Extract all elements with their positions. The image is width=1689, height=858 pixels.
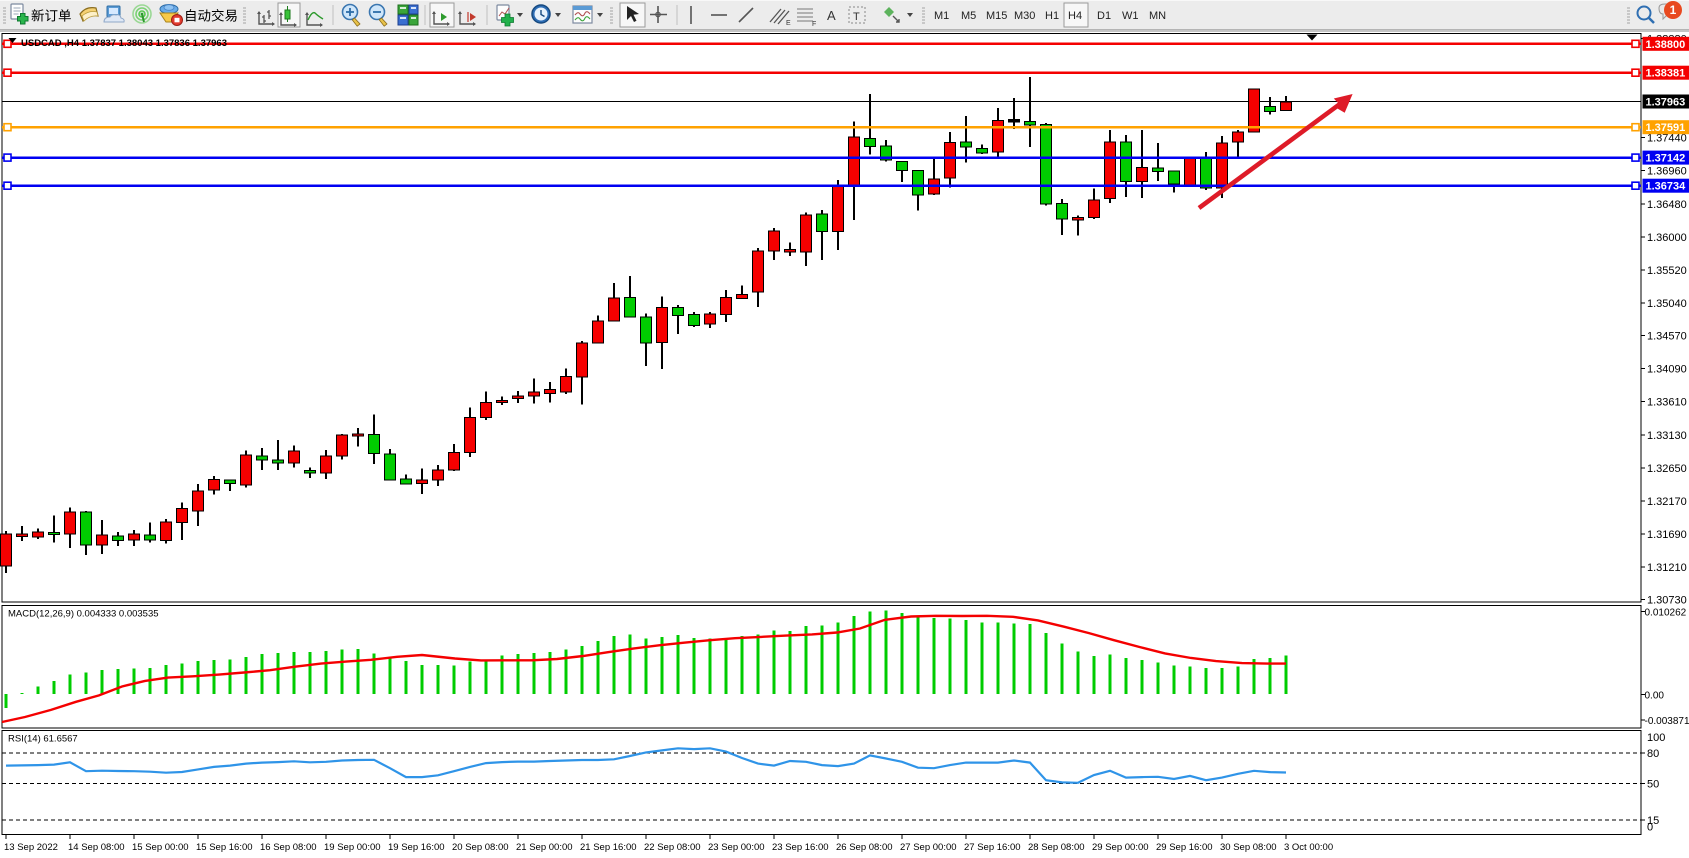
- svg-text:1.34570: 1.34570: [1647, 331, 1687, 343]
- svg-text:RSI(14) 61.6567: RSI(14) 61.6567: [8, 734, 78, 745]
- svg-text:1.37963: 1.37963: [1646, 97, 1686, 109]
- svg-text:1.31690: 1.31690: [1647, 529, 1687, 541]
- svg-text:MACD(12,26,9) 0.004333 0.00353: MACD(12,26,9) 0.004333 0.003535: [8, 609, 159, 620]
- svg-text:0: 0: [1647, 822, 1653, 834]
- svg-text:1.33130: 1.33130: [1647, 430, 1687, 442]
- svg-text:15 Sep 16:00: 15 Sep 16:00: [196, 842, 253, 853]
- svg-text:1.33610: 1.33610: [1647, 397, 1687, 409]
- svg-text:23 Sep 00:00: 23 Sep 00:00: [708, 842, 765, 853]
- svg-text:13 Sep 2022: 13 Sep 2022: [4, 842, 58, 853]
- svg-text:26 Sep 08:00: 26 Sep 08:00: [836, 842, 893, 853]
- svg-text:1.38381: 1.38381: [1646, 68, 1686, 80]
- svg-text:D1: D1: [1097, 10, 1111, 22]
- svg-text:15 Sep 00:00: 15 Sep 00:00: [132, 842, 189, 853]
- svg-text:T: T: [853, 11, 860, 23]
- svg-text:H1: H1: [1045, 10, 1059, 22]
- svg-text:27 Sep 00:00: 27 Sep 00:00: [900, 842, 957, 853]
- svg-text:H4: H4: [1068, 10, 1082, 22]
- svg-text:1.31210: 1.31210: [1647, 562, 1687, 574]
- svg-text:1.37142: 1.37142: [1646, 153, 1686, 165]
- svg-text:1.32170: 1.32170: [1647, 496, 1687, 508]
- svg-text:1.36734: 1.36734: [1646, 181, 1687, 193]
- svg-text:1.37440: 1.37440: [1647, 133, 1687, 145]
- svg-text:1.36960: 1.36960: [1647, 166, 1687, 178]
- svg-text:0.010262: 0.010262: [1645, 607, 1687, 618]
- svg-text:21 Sep 16:00: 21 Sep 16:00: [580, 842, 637, 853]
- svg-text:W1: W1: [1122, 10, 1139, 22]
- svg-text:3 Oct 00:00: 3 Oct 00:00: [1284, 842, 1333, 853]
- svg-text:1.34090: 1.34090: [1647, 364, 1687, 376]
- svg-text:USDCAD ,H4 1.37837 1.38043 1.: USDCAD ,H4 1.37837 1.38043 1.37836 1.379…: [21, 38, 227, 49]
- svg-text:1.36480: 1.36480: [1647, 199, 1687, 211]
- svg-text:M15: M15: [986, 10, 1007, 22]
- svg-text:F: F: [812, 21, 816, 28]
- svg-text:1: 1: [1670, 3, 1677, 17]
- svg-text:1.36000: 1.36000: [1647, 232, 1687, 244]
- svg-text:22 Sep 08:00: 22 Sep 08:00: [644, 842, 701, 853]
- svg-text:14 Sep 08:00: 14 Sep 08:00: [68, 842, 125, 853]
- svg-text:28 Sep 08:00: 28 Sep 08:00: [1028, 842, 1085, 853]
- svg-text:19 Sep 16:00: 19 Sep 16:00: [388, 842, 445, 853]
- svg-text:29 Sep 00:00: 29 Sep 00:00: [1092, 842, 1149, 853]
- svg-text:20 Sep 08:00: 20 Sep 08:00: [452, 842, 509, 853]
- svg-text:M1: M1: [934, 10, 949, 22]
- svg-text:21 Sep 00:00: 21 Sep 00:00: [516, 842, 573, 853]
- svg-text:1.32650: 1.32650: [1647, 463, 1687, 475]
- svg-text:A: A: [827, 8, 836, 23]
- svg-text:M30: M30: [1014, 10, 1035, 22]
- svg-text:50: 50: [1647, 779, 1659, 791]
- svg-text:1.37591: 1.37591: [1646, 122, 1686, 134]
- svg-text:23 Sep 16:00: 23 Sep 16:00: [772, 842, 829, 853]
- svg-text:29 Sep 16:00: 29 Sep 16:00: [1156, 842, 1213, 853]
- svg-text:0.00: 0.00: [1645, 690, 1665, 701]
- svg-text:30 Sep 08:00: 30 Sep 08:00: [1220, 842, 1277, 853]
- svg-text:-0.003871: -0.003871: [1645, 716, 1689, 727]
- svg-text:16 Sep 08:00: 16 Sep 08:00: [260, 842, 317, 853]
- svg-text:27 Sep 16:00: 27 Sep 16:00: [964, 842, 1021, 853]
- svg-text:80: 80: [1647, 748, 1659, 760]
- svg-text:1.30730: 1.30730: [1647, 595, 1687, 607]
- svg-text:E: E: [786, 20, 791, 27]
- svg-text:19 Sep 00:00: 19 Sep 00:00: [324, 842, 381, 853]
- svg-text:1.38800: 1.38800: [1646, 39, 1686, 51]
- svg-text:1.35520: 1.35520: [1647, 265, 1687, 277]
- svg-text:1.35040: 1.35040: [1647, 298, 1687, 310]
- svg-text:15: 15: [1647, 815, 1659, 827]
- svg-text:MN: MN: [1149, 10, 1166, 22]
- svg-text:100: 100: [1647, 732, 1665, 744]
- svg-text:M5: M5: [961, 10, 976, 22]
